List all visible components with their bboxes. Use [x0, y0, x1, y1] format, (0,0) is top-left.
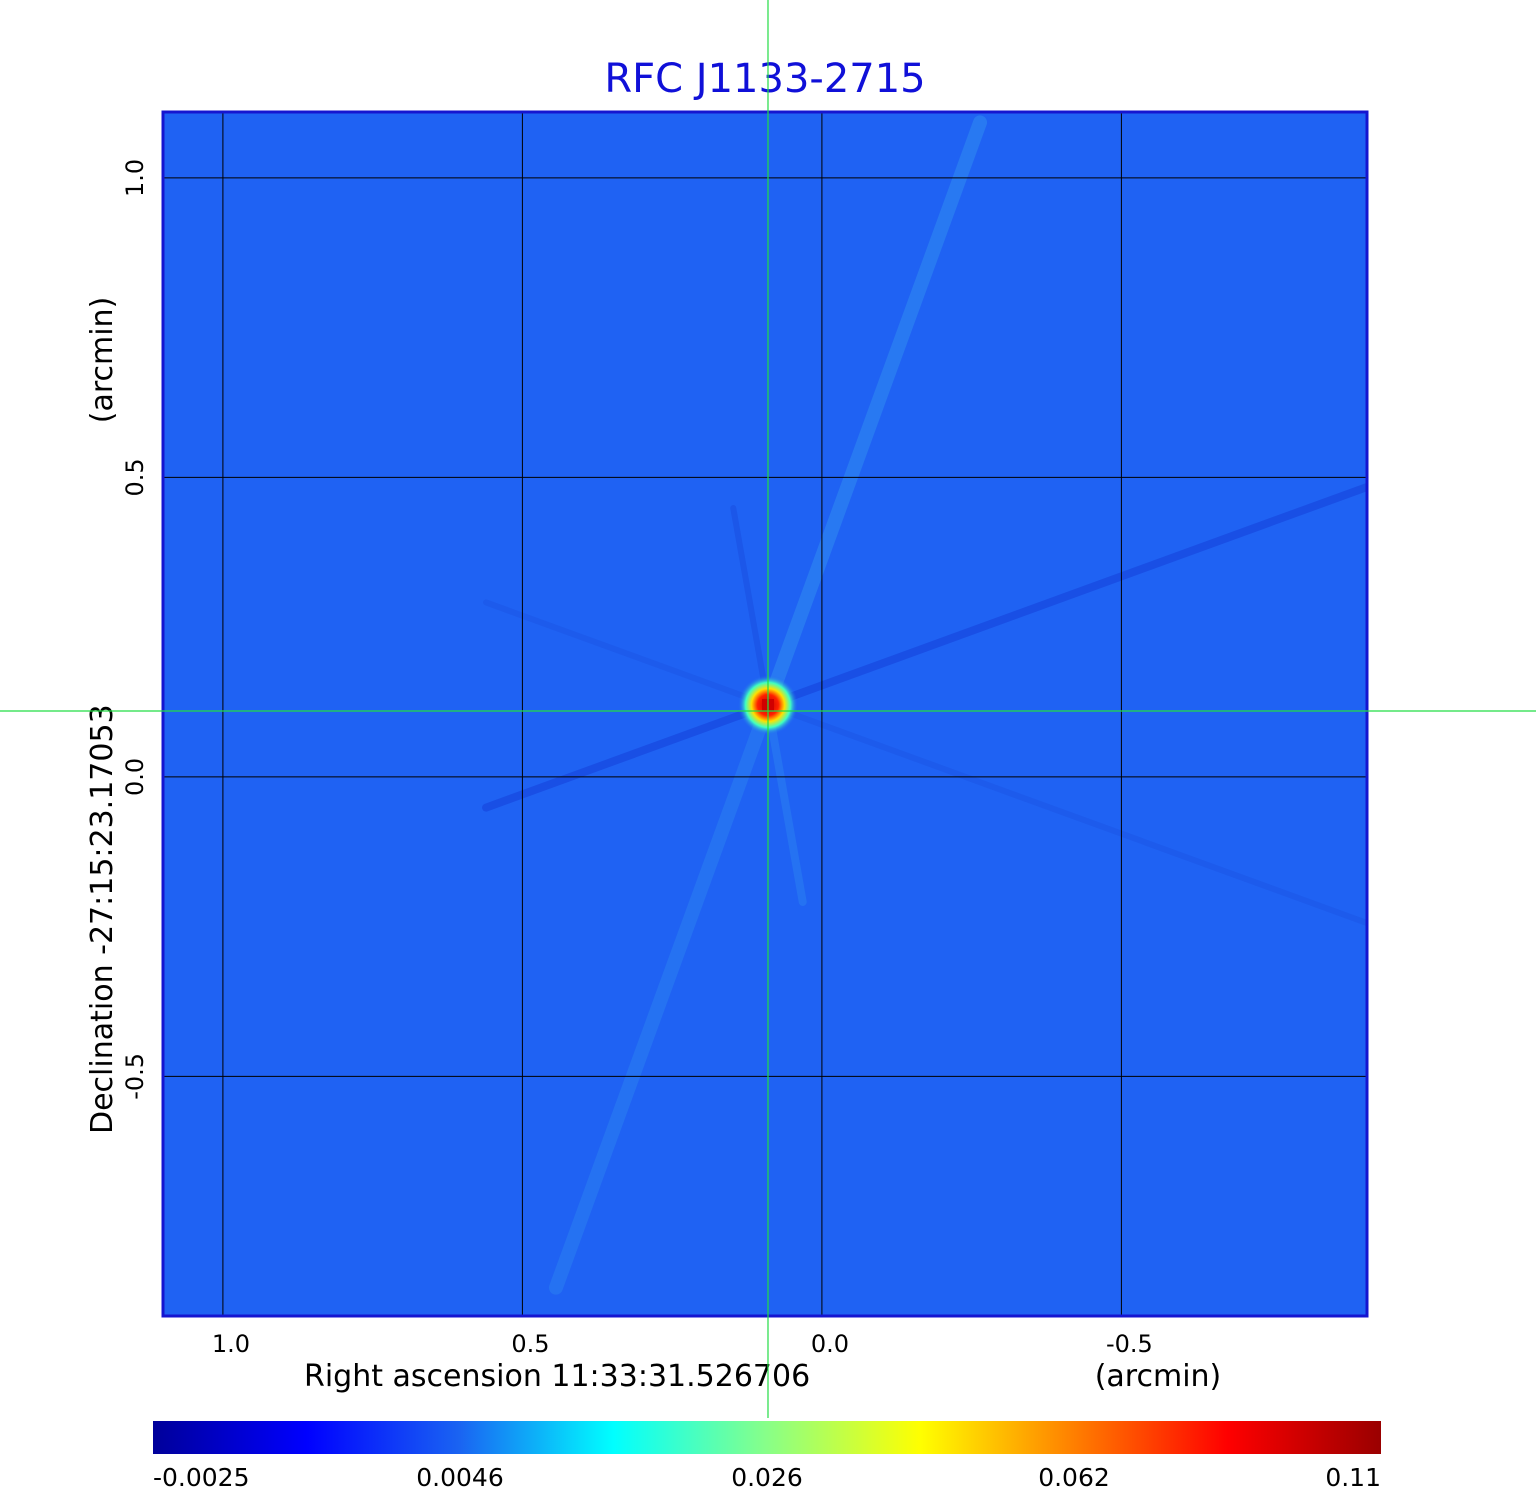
colorbar-tick-label: 0.026 [731, 1463, 803, 1492]
sidelobe-streaks [482, 115, 1367, 1295]
sidelobe-streak [730, 505, 771, 709]
plot-area [161, 110, 1369, 1318]
colorbar-tick-labels: -0.0025 0.0046 0.026 0.062 0.11 [153, 1463, 1381, 1492]
sidelobe-streak [548, 698, 775, 1295]
sidelobe-streak [760, 115, 988, 713]
colorbar-tick-label: 0.11 [1325, 1463, 1381, 1492]
colorbar: -0.0025 0.0046 0.026 0.062 0.11 [153, 1421, 1381, 1492]
crosshair [0, 0, 1536, 1418]
sidelobe-streak [763, 482, 1367, 710]
x-tick-label: -0.5 [1106, 1330, 1153, 1358]
x-axis-label: Right ascension 11:33:31.526706 [304, 1359, 810, 1394]
plot-frame [161, 110, 1369, 1318]
y-axis-unit: (arcmin) [85, 297, 120, 424]
sidelobe-streak [483, 599, 771, 709]
chart-title: RFC J1133-2715 [604, 56, 925, 102]
coordinate-grid [163, 112, 1367, 1316]
x-tick-label: 1.0 [212, 1330, 250, 1358]
colorbar-tick-label: 0.062 [1038, 1463, 1110, 1492]
y-axis-label: Declination -27:15:23.17053 [85, 704, 120, 1134]
sidelobe-streak [482, 701, 772, 812]
y-tick-labels: 1.0 0.5 0.0 -0.5 [121, 159, 149, 1100]
x-axis-unit: (arcmin) [1095, 1359, 1222, 1394]
x-tick-labels: 1.0 0.5 0.0 -0.5 [212, 1330, 1153, 1358]
sidelobe-streak [764, 702, 1367, 927]
colorbar-tick-label: -0.0025 [153, 1463, 250, 1492]
y-tick-label: 0.5 [121, 458, 149, 496]
sidelobe-streak [763, 701, 807, 906]
y-tick-label: 0.0 [121, 758, 149, 796]
y-tick-label: 1.0 [121, 159, 149, 197]
colorbar-tick-label: 0.0046 [416, 1463, 503, 1492]
y-tick-label: -0.5 [121, 1053, 149, 1100]
colorbar-strip [153, 1421, 1381, 1454]
x-tick-label: 0.5 [511, 1330, 549, 1358]
x-tick-label: 0.0 [811, 1330, 849, 1358]
